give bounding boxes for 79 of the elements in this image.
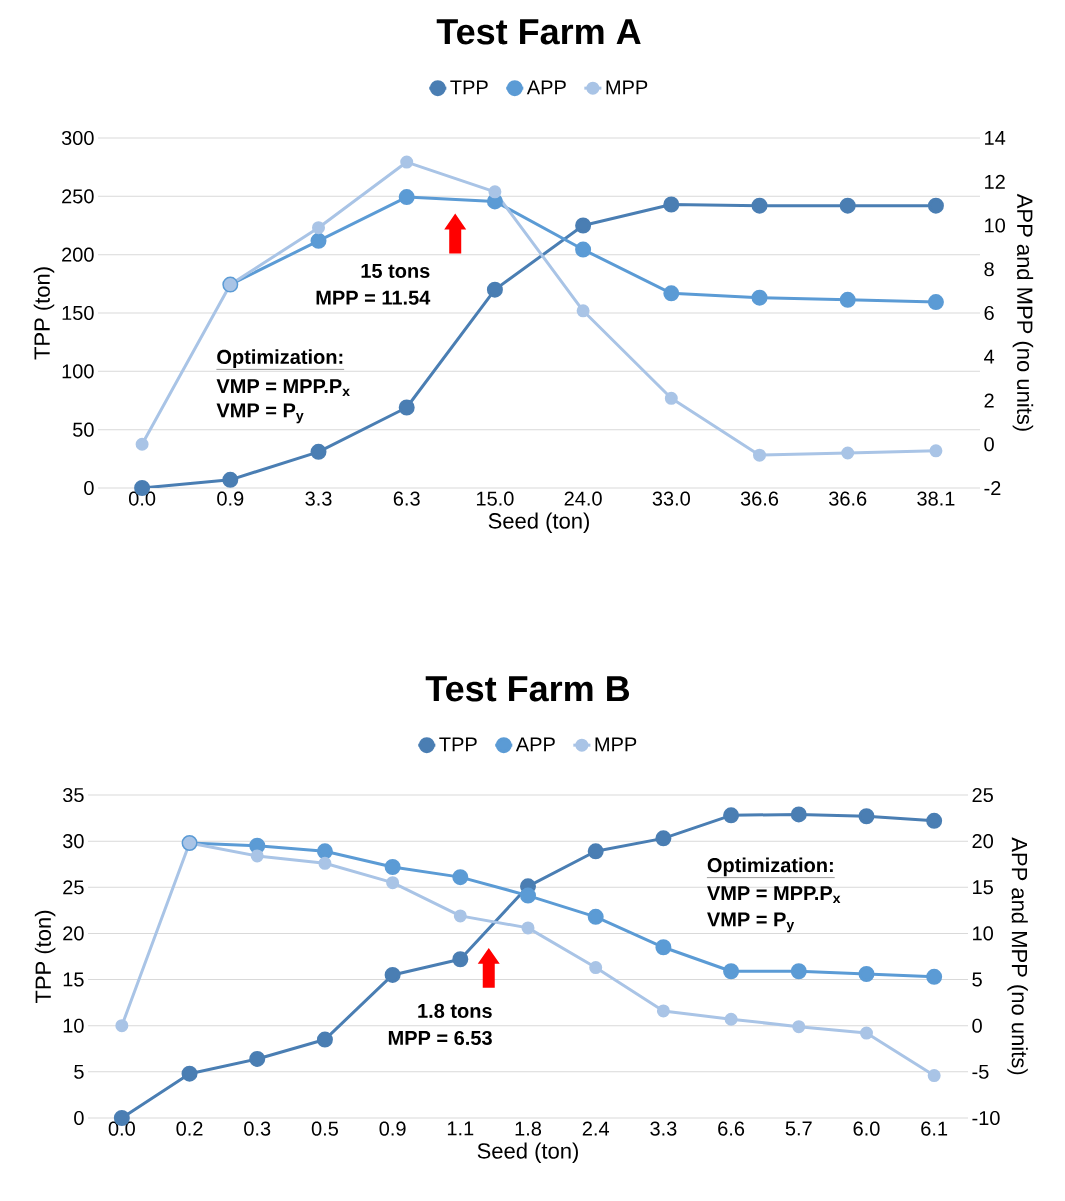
x-axis-title: Seed (ton) — [488, 512, 589, 534]
x-axis-title: Seed (ton) — [477, 1142, 578, 1164]
y-tick-label: 50 — [73, 422, 94, 437]
y-axis-title: TPP (ton) — [33, 267, 55, 360]
y-tick-label: 150 — [62, 305, 94, 321]
x-tick-label: 15.0 — [476, 491, 514, 506]
x-tick-label: 6.1 — [921, 1121, 948, 1136]
x-tick-label: 24.0 — [564, 491, 602, 506]
y2-tick-label: 10 — [985, 218, 1006, 233]
legend-label: APP — [526, 80, 566, 95]
y2-tick-label: 25 — [972, 787, 993, 803]
y2-tick-label: 2 — [984, 393, 994, 408]
y-tick-label: 10 — [63, 1018, 84, 1033]
y-axis-title: TPP (ton) — [34, 910, 56, 1004]
y2-tick-label: 0 — [984, 437, 994, 452]
x-tick-label: 0.5 — [311, 1121, 338, 1136]
y2-tick-label: 20 — [972, 834, 993, 849]
y2-tick-label: -2 — [984, 481, 1001, 495]
x-tick-label: 0.9 — [217, 491, 244, 506]
x-tick-label: 3.3 — [305, 491, 332, 506]
annotation: MPP = 6.53 — [388, 1030, 492, 1046]
y2-tick-label: 10 — [973, 926, 993, 941]
y-tick-label: 30 — [62, 834, 84, 849]
annotation: MPP = 11.54 — [316, 290, 431, 305]
y-tick-label: 25 — [63, 880, 84, 895]
x-tick-label: 0.3 — [244, 1121, 271, 1136]
y-tick-label: 100 — [62, 364, 94, 379]
y2-tick-label: -10 — [972, 1110, 1000, 1126]
y2-tick-label: 6 — [984, 305, 994, 321]
x-tick-label: 0.9 — [379, 1121, 406, 1136]
y-tick-label: 15 — [63, 972, 84, 987]
x-tick-label: 6.3 — [393, 491, 420, 506]
y2-tick-label: 0 — [972, 1018, 982, 1033]
x-tick-label: 1.8 — [515, 1121, 542, 1136]
y-tick-label: 5 — [74, 1064, 84, 1079]
x-tick-label: 36.6 — [740, 491, 779, 506]
y2-axis-title: APP and MPP (no units) — [1007, 837, 1028, 1075]
chart-title: Test Farm A — [436, 19, 641, 45]
x-tick-label: 6.0 — [853, 1121, 880, 1136]
y2-tick-label: 12 — [985, 174, 1005, 189]
x-tick-label: 1.1 — [447, 1121, 474, 1136]
y-tick-label: 200 — [62, 247, 94, 262]
annotation: Optimization: — [707, 857, 833, 877]
annotation: VMP = P$_{y}$ — [216, 403, 304, 424]
legend-label: APP — [515, 737, 555, 752]
legend-label: MPP — [595, 737, 637, 752]
annotation: 1.8 tons — [418, 1003, 492, 1019]
x-tick-label: 33.0 — [652, 491, 690, 506]
x-tick-label: 36.6 — [829, 491, 867, 506]
y-tick-label: 20 — [63, 926, 84, 941]
legend-label: MPP — [606, 80, 648, 95]
y-tick-label: 35 — [62, 787, 84, 803]
y2-tick-label: 15 — [973, 880, 993, 895]
x-tick-label: 0.0 — [128, 491, 156, 506]
legend-label: TPP — [450, 80, 488, 95]
y2-tick-label: 14 — [985, 131, 1006, 145]
annotation: Optimization: — [217, 349, 343, 368]
x-tick-label: 0.2 — [176, 1121, 203, 1136]
y2-tick-label: 4 — [984, 349, 995, 364]
y-tick-label: 0 — [74, 1110, 84, 1126]
annotation: VMP = P$_{y}$ — [707, 912, 795, 933]
x-tick-label: 6.6 — [718, 1121, 745, 1136]
annotation: VMP = MPP.P$_{x}$ — [707, 886, 841, 904]
x-tick-label: 3.3 — [650, 1121, 677, 1136]
annotation: 15 tons — [361, 264, 430, 278]
y-tick-label: 250 — [62, 189, 94, 204]
x-tick-label: 38.1 — [917, 491, 955, 506]
y2-tick-label: -5 — [972, 1064, 989, 1079]
y2-tick-label: 5 — [972, 972, 982, 987]
x-tick-label: 2.4 — [582, 1121, 610, 1136]
legend-label: TPP — [439, 737, 477, 752]
y2-axis-title: APP and MPP (no units) — [1012, 193, 1034, 431]
y2-tick-label: 8 — [984, 262, 994, 277]
x-tick-label: 0.0 — [108, 1121, 135, 1136]
chart-title: Test Farm B — [425, 676, 630, 702]
y-tick-label: 300 — [61, 130, 94, 146]
x-tick-label: 5.7 — [785, 1121, 812, 1136]
annotation: VMP = MPP.P$_{x}$ — [216, 379, 350, 397]
y-tick-label: 0 — [84, 480, 94, 496]
